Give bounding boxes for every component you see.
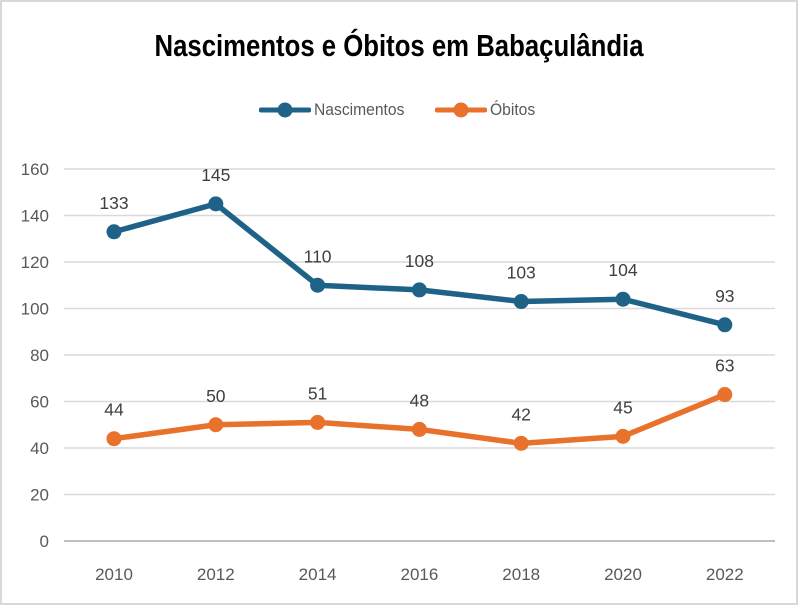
x-tick-label: 2010 [95,565,133,584]
data-label: 133 [99,193,128,213]
data-point [717,387,733,403]
legend-label-nascimentos: Nascimentos [314,100,405,119]
x-tick-label: 2020 [604,565,642,584]
data-label: 63 [715,356,734,376]
legend-item-obitos[interactable]: Óbitos [434,100,539,120]
data-point [208,417,224,433]
y-tick-label: 0 [40,532,49,551]
x-tick-label: 2016 [400,565,438,584]
data-point [310,414,326,430]
legend-label-obitos: Óbitos [489,100,535,119]
y-tick-label: 140 [21,207,49,226]
y-tick-label: 120 [21,253,49,272]
chart-title: Nascimentos e Óbitos em Babaçulândia [154,28,644,63]
data-label: 104 [608,260,637,280]
data-label: 145 [201,165,230,185]
data-point [106,224,122,240]
data-point [106,431,122,447]
legend-item-nascimentos[interactable]: Nascimentos [259,100,412,120]
chart-plot-area: 0 20 40 60 80 100 120 140 160 2010 2012 2014 2016 201… [21,160,775,584]
data-point [717,317,733,333]
data-point [513,435,529,451]
y-tick-label: 60 [30,393,49,412]
x-tick-label: 2014 [299,565,337,584]
x-tick-label: 2018 [502,565,540,584]
data-point [310,277,326,293]
data-label: 93 [715,286,734,306]
x-tick-label: 2012 [197,565,235,584]
data-label: 108 [405,251,434,271]
y-tick-label: 100 [21,300,49,319]
data-point [513,294,529,310]
data-label: 110 [304,246,332,266]
data-point [615,291,631,307]
data-point [208,196,224,212]
data-label: 51 [308,383,327,403]
data-label: 50 [206,386,226,406]
data-label: 44 [104,400,124,420]
line-marker-icon [434,102,487,118]
line-marker-icon [259,102,312,118]
data-label: 103 [507,263,536,283]
data-label: 45 [613,397,632,417]
y-tick-label: 80 [30,346,49,365]
chart-legend: Nascimentos Óbitos [2,100,796,120]
data-point [615,428,631,444]
data-label: 48 [410,390,429,410]
x-tick-label: 2022 [706,565,744,584]
data-point [411,421,427,437]
y-tick-label: 20 [30,486,49,505]
data-point [411,282,427,298]
y-tick-label: 160 [21,160,49,179]
y-tick-label: 40 [30,439,49,458]
data-label: 42 [511,404,530,424]
